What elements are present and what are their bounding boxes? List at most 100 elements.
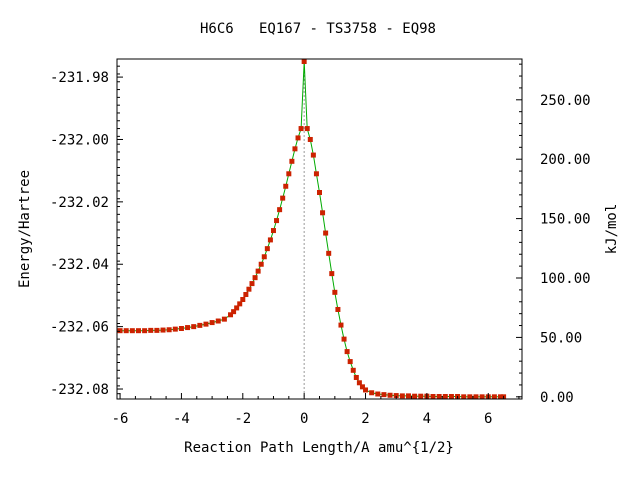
data-point — [307, 136, 313, 142]
data-point — [332, 289, 338, 295]
data-point — [479, 394, 485, 400]
y-tick-label: -231.98 — [50, 70, 109, 86]
data-point — [356, 380, 362, 386]
data-point — [178, 326, 184, 332]
x-tick-label: -4 — [173, 411, 190, 427]
y-tick-label: -232.02 — [50, 195, 109, 211]
chart-title: H6C6 EQ167 - TS3758 - EQ98 — [200, 21, 436, 37]
data-point — [191, 324, 197, 330]
data-point — [154, 327, 160, 333]
data-point — [160, 327, 166, 333]
data-point — [448, 394, 454, 400]
data-point — [197, 322, 203, 328]
data-point — [264, 246, 270, 252]
data-point — [418, 393, 424, 399]
data-point — [301, 58, 307, 64]
data-point — [203, 321, 209, 327]
data-point — [381, 392, 387, 398]
data-point — [393, 393, 399, 399]
data-point — [228, 312, 234, 318]
data-point — [304, 126, 310, 132]
data-point — [252, 275, 258, 281]
data-point — [436, 394, 442, 400]
y-axis-left: -231.98 -232.00 -232.02 -232.04 -232.06 -232.… — [50, 65, 123, 398]
data-point — [344, 349, 350, 355]
data-point — [258, 261, 264, 267]
data-point — [363, 387, 369, 393]
data-point — [283, 183, 289, 189]
data-point — [166, 327, 172, 333]
data-point — [277, 207, 283, 213]
data-point — [498, 394, 504, 400]
data-point — [209, 320, 215, 326]
plot-frame — [116, 58, 523, 400]
series-line — [120, 61, 504, 398]
data-point — [280, 195, 286, 201]
data-point — [412, 393, 418, 399]
data-point — [359, 384, 365, 390]
data-point — [317, 190, 322, 196]
data-point — [129, 328, 135, 334]
data-point — [399, 393, 405, 399]
data-point — [123, 328, 129, 334]
data-point — [473, 394, 479, 400]
data-point — [375, 391, 381, 397]
data-point — [442, 394, 448, 400]
x-axis-label: Reaction Path Length/A amu^{1/2} — [184, 440, 454, 456]
data-point — [430, 394, 436, 400]
data-point — [335, 306, 341, 312]
y2-tick-label: 200.00 — [540, 152, 591, 168]
x-tick-label: 4 — [423, 411, 431, 427]
data-point — [255, 268, 261, 274]
data-point — [323, 230, 329, 236]
data-point — [135, 328, 141, 334]
x-tick-label: -2 — [234, 411, 251, 427]
data-point — [240, 296, 246, 302]
data-point — [369, 390, 375, 396]
data-point — [310, 152, 316, 158]
data-point — [142, 328, 148, 334]
data-point — [237, 301, 243, 307]
data-point — [185, 325, 191, 331]
data-point — [326, 250, 332, 256]
data-point — [172, 326, 178, 332]
data-point — [387, 392, 393, 398]
y-tick-label: -232.04 — [50, 257, 109, 273]
y2-axis-label: kJ/mol — [604, 204, 620, 255]
x-tick-label: -6 — [112, 411, 129, 427]
data-point — [298, 126, 304, 132]
data-point — [491, 394, 497, 400]
data-point — [467, 394, 473, 400]
x-tick-label: 6 — [484, 411, 492, 427]
data-point — [353, 374, 359, 380]
data-point — [320, 210, 326, 216]
data-point — [461, 394, 467, 400]
data-point — [215, 318, 221, 324]
data-point — [313, 171, 319, 177]
data-layer — [117, 58, 507, 400]
y2-tick-label: 150.00 — [540, 212, 591, 228]
data-point — [295, 135, 301, 141]
data-point — [148, 327, 154, 333]
data-point — [347, 359, 353, 365]
data-point — [267, 237, 273, 243]
y-axis-label: Energy/Hartree — [17, 170, 33, 288]
data-point — [329, 271, 335, 277]
data-point — [249, 281, 255, 287]
y2-tick-label: 0.00 — [540, 390, 574, 406]
data-point — [117, 328, 123, 334]
y-axis-right: 0.00 50.00 100.00 150.00 200.00 250.00 — [516, 63, 591, 406]
data-point — [270, 228, 276, 234]
y-tick-label: -232.06 — [50, 320, 109, 336]
y2-tick-label: 100.00 — [540, 271, 591, 287]
data-point — [286, 171, 292, 177]
data-point — [274, 218, 280, 224]
data-point — [231, 309, 237, 315]
data-point — [289, 158, 295, 164]
data-point — [221, 316, 227, 322]
y-tick-label: -232.00 — [50, 132, 109, 148]
x-tick-label: 0 — [300, 411, 308, 427]
x-tick-label: 2 — [361, 411, 369, 427]
data-point — [338, 322, 344, 328]
